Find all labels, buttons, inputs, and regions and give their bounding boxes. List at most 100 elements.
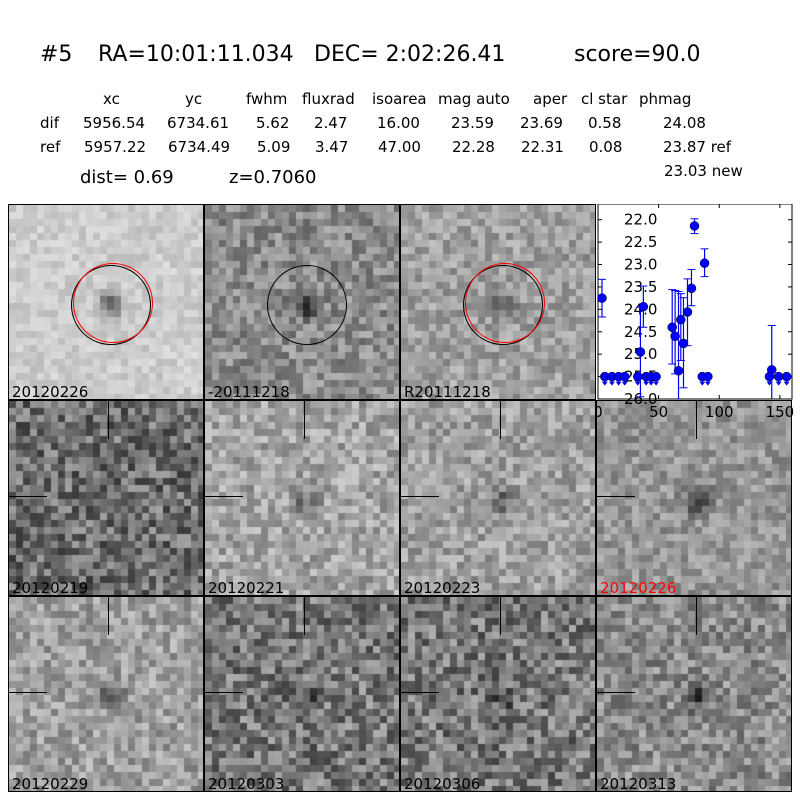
upper-limit-arrowhead [615, 381, 622, 386]
table-cell: 24.08 [663, 114, 706, 132]
image-panel: 20120226 [8, 204, 204, 400]
light-curve-chart: 22.022.523.023.524.024.525.025.526.00501… [596, 204, 795, 421]
upper-limit-point [773, 371, 784, 382]
candidate-id: #5 [40, 42, 73, 67]
panel-label: 20120226 [600, 579, 677, 596]
cutout-image [205, 597, 399, 791]
upper-limit-arrowhead [704, 381, 711, 386]
table-cell: 0.08 [589, 138, 623, 156]
table-cell: 3.47 [315, 138, 349, 156]
crosshair-horizontal [597, 496, 635, 497]
data-point [670, 331, 680, 341]
upper-limit-arrowhead [648, 381, 655, 386]
crosshair-horizontal [401, 692, 439, 693]
image-panel: 20120219 [8, 400, 204, 596]
ref-aperture-circle [73, 263, 153, 343]
data-point [667, 322, 677, 333]
image-panel: 20120313 [596, 596, 792, 792]
plot-area [597, 204, 793, 400]
crosshair-vertical [304, 597, 305, 635]
y-tick-label: 22.5 [624, 233, 657, 251]
data-point [635, 347, 646, 357]
row-label: ref [40, 138, 61, 156]
col-header: mag auto [438, 90, 510, 108]
data-point [638, 301, 649, 312]
cutout-image [9, 401, 203, 595]
image-panel: 20120306 [400, 596, 596, 792]
upper-limit-arrowhead [699, 381, 706, 386]
phmag-new: 23.03 new [664, 162, 743, 180]
table-cell: 47.00 [378, 138, 421, 156]
cutout-image [401, 597, 595, 791]
cutout-image [9, 597, 203, 791]
data-point [686, 283, 697, 294]
image-panel: 20120226 [596, 400, 792, 596]
ra: RA=10:01:11.034 [98, 42, 294, 67]
image-panel: R20111218 [400, 204, 596, 400]
table-cell: 22.31 [521, 138, 564, 156]
crosshair-vertical [696, 401, 697, 439]
crosshair-horizontal [401, 496, 439, 497]
upper-limit-arrowhead [653, 381, 660, 386]
y-tick-label: 23.5 [624, 278, 657, 296]
crosshair-horizontal [205, 496, 243, 497]
crosshair-vertical [108, 597, 109, 635]
data-point [699, 258, 710, 268]
col-header: fwhm [246, 90, 288, 108]
table-cell: 23.87 ref [663, 138, 732, 156]
table-cell: 5956.54 [83, 114, 146, 132]
score: score=90.0 [574, 42, 701, 67]
crosshair-horizontal [205, 692, 243, 693]
panel-label: 20120313 [600, 775, 677, 792]
col-header: yc [185, 90, 203, 108]
table-cell: 22.28 [452, 138, 495, 156]
col-header: fluxrad [302, 90, 355, 108]
crosshair-vertical [304, 401, 305, 439]
data-point [682, 307, 693, 317]
table-cell: 5.09 [257, 138, 291, 156]
image-panel: 20120229 [8, 596, 204, 792]
panel-label: 20120229 [12, 775, 89, 792]
table-cell: 23.69 [520, 114, 563, 132]
y-tick-label: 26.0 [624, 390, 657, 408]
table-cell: 0.58 [588, 114, 622, 132]
panel-label: 20120306 [404, 775, 481, 792]
upper-limit-arrowhead [608, 381, 615, 386]
panel-label: R20111218 [404, 383, 491, 400]
col-header: isoarea [372, 90, 427, 108]
y-tick-label: 22.0 [624, 211, 657, 229]
x-tick-label: 150 [766, 403, 795, 421]
crosshair-horizontal [9, 496, 47, 497]
y-tick-label: 23.0 [624, 256, 657, 274]
panel-label: -20111218 [208, 383, 290, 400]
table-cell: 23.59 [451, 114, 494, 132]
table-cell: 5.62 [256, 114, 290, 132]
cutout-image [597, 597, 791, 791]
cutout-image [401, 401, 595, 595]
table-cell: 2.47 [314, 114, 348, 132]
table-cell: 6734.61 [167, 114, 230, 132]
crosshair-horizontal [597, 692, 635, 693]
upper-limit-point [619, 371, 630, 382]
upper-limit-arrowhead [766, 381, 773, 386]
data-point [678, 338, 689, 349]
crosshair-vertical [108, 401, 109, 439]
image-panel: 20120223 [400, 400, 596, 596]
dec: DEC= 2:02:26.41 [314, 42, 506, 67]
crosshair-vertical [696, 597, 697, 635]
col-header: cl star [581, 90, 628, 108]
ref-aperture-circle [465, 263, 545, 343]
panel-label: 20120221 [208, 579, 285, 596]
x-tick-label: 100 [705, 403, 734, 421]
upper-limit-arrowhead [775, 381, 782, 386]
x-tick-label: 0 [596, 403, 603, 421]
crosshair-horizontal [9, 692, 47, 693]
aperture-circle [267, 265, 347, 345]
upper-limit-arrowhead [621, 381, 628, 386]
table-cell: 16.00 [377, 114, 420, 132]
panel-label: 20120219 [12, 579, 89, 596]
image-panel: 20120303 [204, 596, 400, 792]
upper-limit-point [633, 371, 643, 382]
cutout-image [597, 401, 791, 595]
upper-limit-point [703, 371, 713, 382]
